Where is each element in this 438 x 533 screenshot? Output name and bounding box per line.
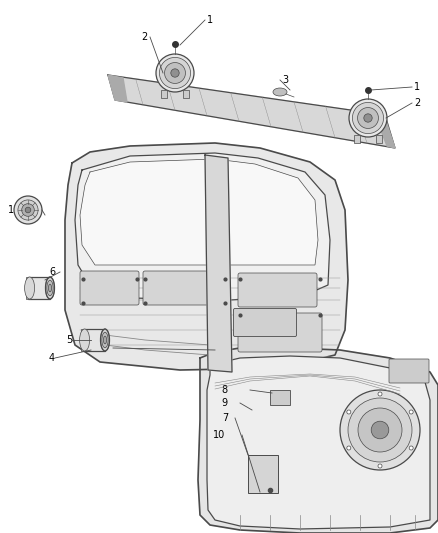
Circle shape [347,410,351,414]
Polygon shape [65,143,348,370]
Text: 1: 1 [414,82,420,92]
Circle shape [165,62,185,84]
Circle shape [357,108,378,128]
Text: 2: 2 [142,32,148,42]
Circle shape [171,69,179,77]
Text: 4: 4 [49,353,55,363]
Text: 7: 7 [222,413,228,423]
Circle shape [353,102,384,134]
Ellipse shape [103,336,106,344]
Bar [25,277,30,281]
Bar [353,135,360,143]
Circle shape [358,408,402,452]
FancyBboxPatch shape [238,273,317,307]
Circle shape [378,392,382,396]
Bar [81,329,85,333]
FancyBboxPatch shape [80,271,139,305]
FancyBboxPatch shape [233,309,297,336]
Circle shape [25,207,31,213]
Ellipse shape [80,329,90,351]
Polygon shape [108,75,127,102]
Text: 1: 1 [207,15,213,25]
Polygon shape [80,159,318,265]
Text: 9: 9 [222,398,228,408]
Polygon shape [375,115,395,148]
FancyBboxPatch shape [389,359,429,383]
Polygon shape [108,75,395,148]
Ellipse shape [100,329,110,351]
Circle shape [14,196,42,224]
Circle shape [156,54,194,92]
Circle shape [371,421,389,439]
Bar [25,295,30,299]
Circle shape [340,390,420,470]
Text: 11: 11 [8,205,20,215]
Text: 8: 8 [222,385,228,395]
Circle shape [159,58,191,88]
Polygon shape [205,155,232,372]
Bar [184,90,189,98]
Bar [376,135,382,143]
Text: 6: 6 [49,267,55,277]
FancyBboxPatch shape [143,271,227,305]
Circle shape [349,99,387,137]
Text: 6: 6 [217,345,223,355]
Circle shape [409,410,413,414]
Text: 2: 2 [414,98,420,108]
Ellipse shape [47,280,53,296]
Circle shape [22,204,34,216]
Polygon shape [207,356,430,529]
Ellipse shape [46,277,54,299]
Ellipse shape [25,277,35,299]
Polygon shape [198,348,438,533]
Text: 5: 5 [66,335,72,345]
Ellipse shape [273,88,287,96]
Circle shape [18,200,38,220]
Bar [161,90,166,98]
Circle shape [409,446,413,450]
Bar [83,329,105,351]
Circle shape [364,114,372,122]
Ellipse shape [102,332,108,348]
Text: 10: 10 [213,430,225,440]
Bar [81,347,85,351]
Bar [28,277,50,299]
Ellipse shape [49,284,52,292]
Circle shape [378,464,382,468]
Circle shape [348,398,412,462]
Circle shape [347,446,351,450]
FancyBboxPatch shape [238,313,322,352]
Text: 3: 3 [282,75,288,85]
Polygon shape [75,153,330,300]
Bar [248,455,278,493]
Bar [270,390,290,405]
